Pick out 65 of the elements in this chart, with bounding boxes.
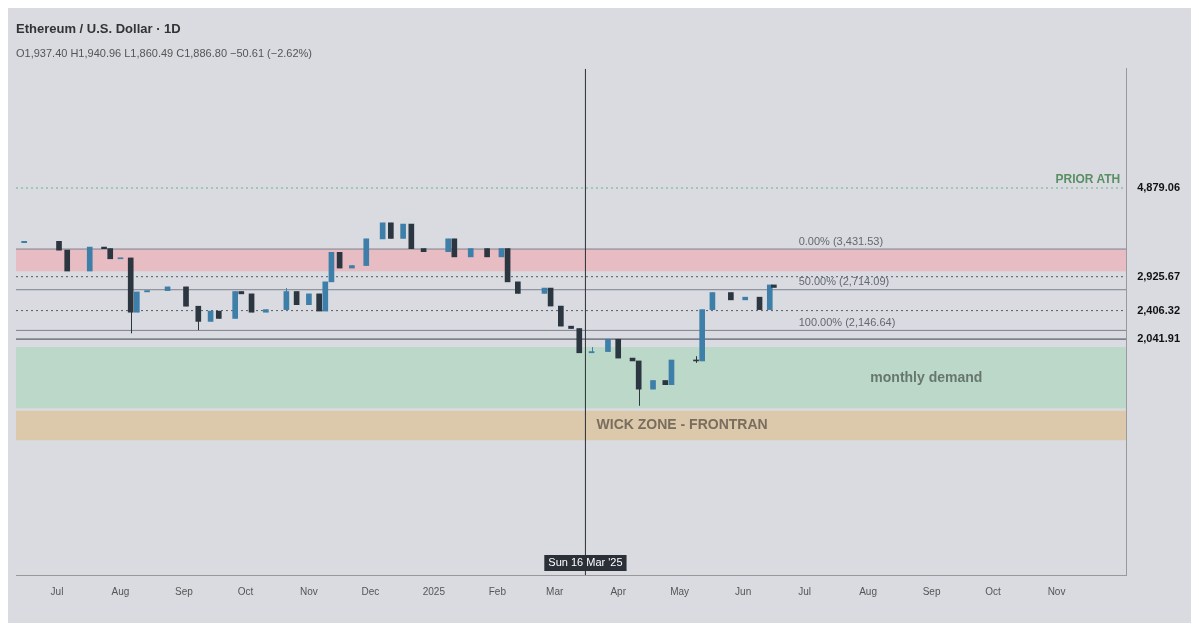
- candlestick: [215, 310, 222, 319]
- ref-line-label: 0.00% (3,431.53): [798, 234, 884, 247]
- candlestick: [547, 287, 554, 307]
- candlestick: [541, 287, 548, 294]
- candlestick: [699, 309, 706, 362]
- candlestick: [117, 257, 124, 260]
- candlestick: [576, 328, 583, 354]
- candlestick: [498, 248, 505, 258]
- candlestick: [232, 291, 238, 319]
- band-label: monthly demand: [870, 368, 983, 385]
- x-tick-label: Apr: [610, 585, 627, 597]
- candlestick: [248, 293, 255, 313]
- x-tick-label: Nov: [1047, 585, 1066, 597]
- candlestick: [56, 240, 62, 251]
- x-tick-label: Aug: [859, 585, 877, 597]
- x-tick-label: Dec: [361, 585, 380, 597]
- ref-line-label: Sun 16 Mar '25: [548, 556, 623, 569]
- x-tick-label: Sep: [175, 585, 194, 597]
- x-tick-label: Jul: [798, 585, 811, 597]
- x-tick-label: Feb: [488, 585, 507, 597]
- candlestick: [629, 357, 636, 362]
- x-tick-label: Oct: [985, 585, 1002, 597]
- ref-line-label: PRIOR ATH: [1055, 172, 1121, 187]
- chart-title: Ethereum / U.S. Dollar · 1D: [16, 21, 181, 37]
- candlestick: [515, 281, 521, 294]
- x-tick-label: Nov: [300, 585, 318, 597]
- band-label: WICK ZONE - FRONTRAN: [596, 416, 768, 433]
- candlestick: [134, 291, 140, 313]
- y-tick-label: 2,925.67: [1137, 269, 1181, 282]
- chart-subtitle: O1,937.40 H1,940.96 L1,860.49 C1,886.80 −50.61 (−2.62%): [16, 47, 313, 60]
- candlestick: [363, 238, 370, 267]
- candlestick: [238, 291, 245, 295]
- candlestick: [728, 292, 734, 301]
- x-tick-label: Mar: [546, 585, 564, 597]
- candlestick: [183, 286, 189, 307]
- x-tick-label: Oct: [237, 585, 254, 597]
- y-tick-label: 4,879.06: [1137, 181, 1181, 194]
- x-tick-label: Sep: [922, 585, 941, 597]
- candlestick: [662, 380, 669, 386]
- x-tick-label: Jul: [50, 585, 64, 597]
- candlestick: [379, 222, 386, 240]
- candlestick: [451, 238, 458, 258]
- candlestick: [64, 249, 71, 272]
- candlestick: [144, 290, 150, 293]
- ref-line-label: 50.00% (2,714.09): [798, 275, 890, 288]
- candlestick: [86, 246, 93, 272]
- candlestick: [484, 248, 490, 258]
- candlestick: [316, 293, 322, 312]
- candlestick: [615, 338, 622, 359]
- x-tick-label: Jun: [735, 585, 752, 597]
- candlestick: [467, 248, 474, 258]
- candlestick: [322, 281, 329, 312]
- y-tick-label: 2,041.91: [1137, 332, 1181, 345]
- candlestick: [207, 310, 214, 322]
- x-tick-label: 2025: [422, 585, 446, 597]
- candlestick: [558, 305, 564, 327]
- y-tick-label: 2,406.32: [1137, 303, 1181, 316]
- candlestick: [388, 222, 394, 239]
- candlestick: [504, 248, 511, 283]
- candlestick: [400, 223, 406, 239]
- x-tick-label: May: [670, 585, 690, 597]
- ref-line-label: 100.00% (2,146.64): [798, 315, 896, 328]
- candlestick: [742, 296, 749, 301]
- candlestick: [445, 238, 452, 253]
- x-tick-label: Aug: [111, 585, 130, 597]
